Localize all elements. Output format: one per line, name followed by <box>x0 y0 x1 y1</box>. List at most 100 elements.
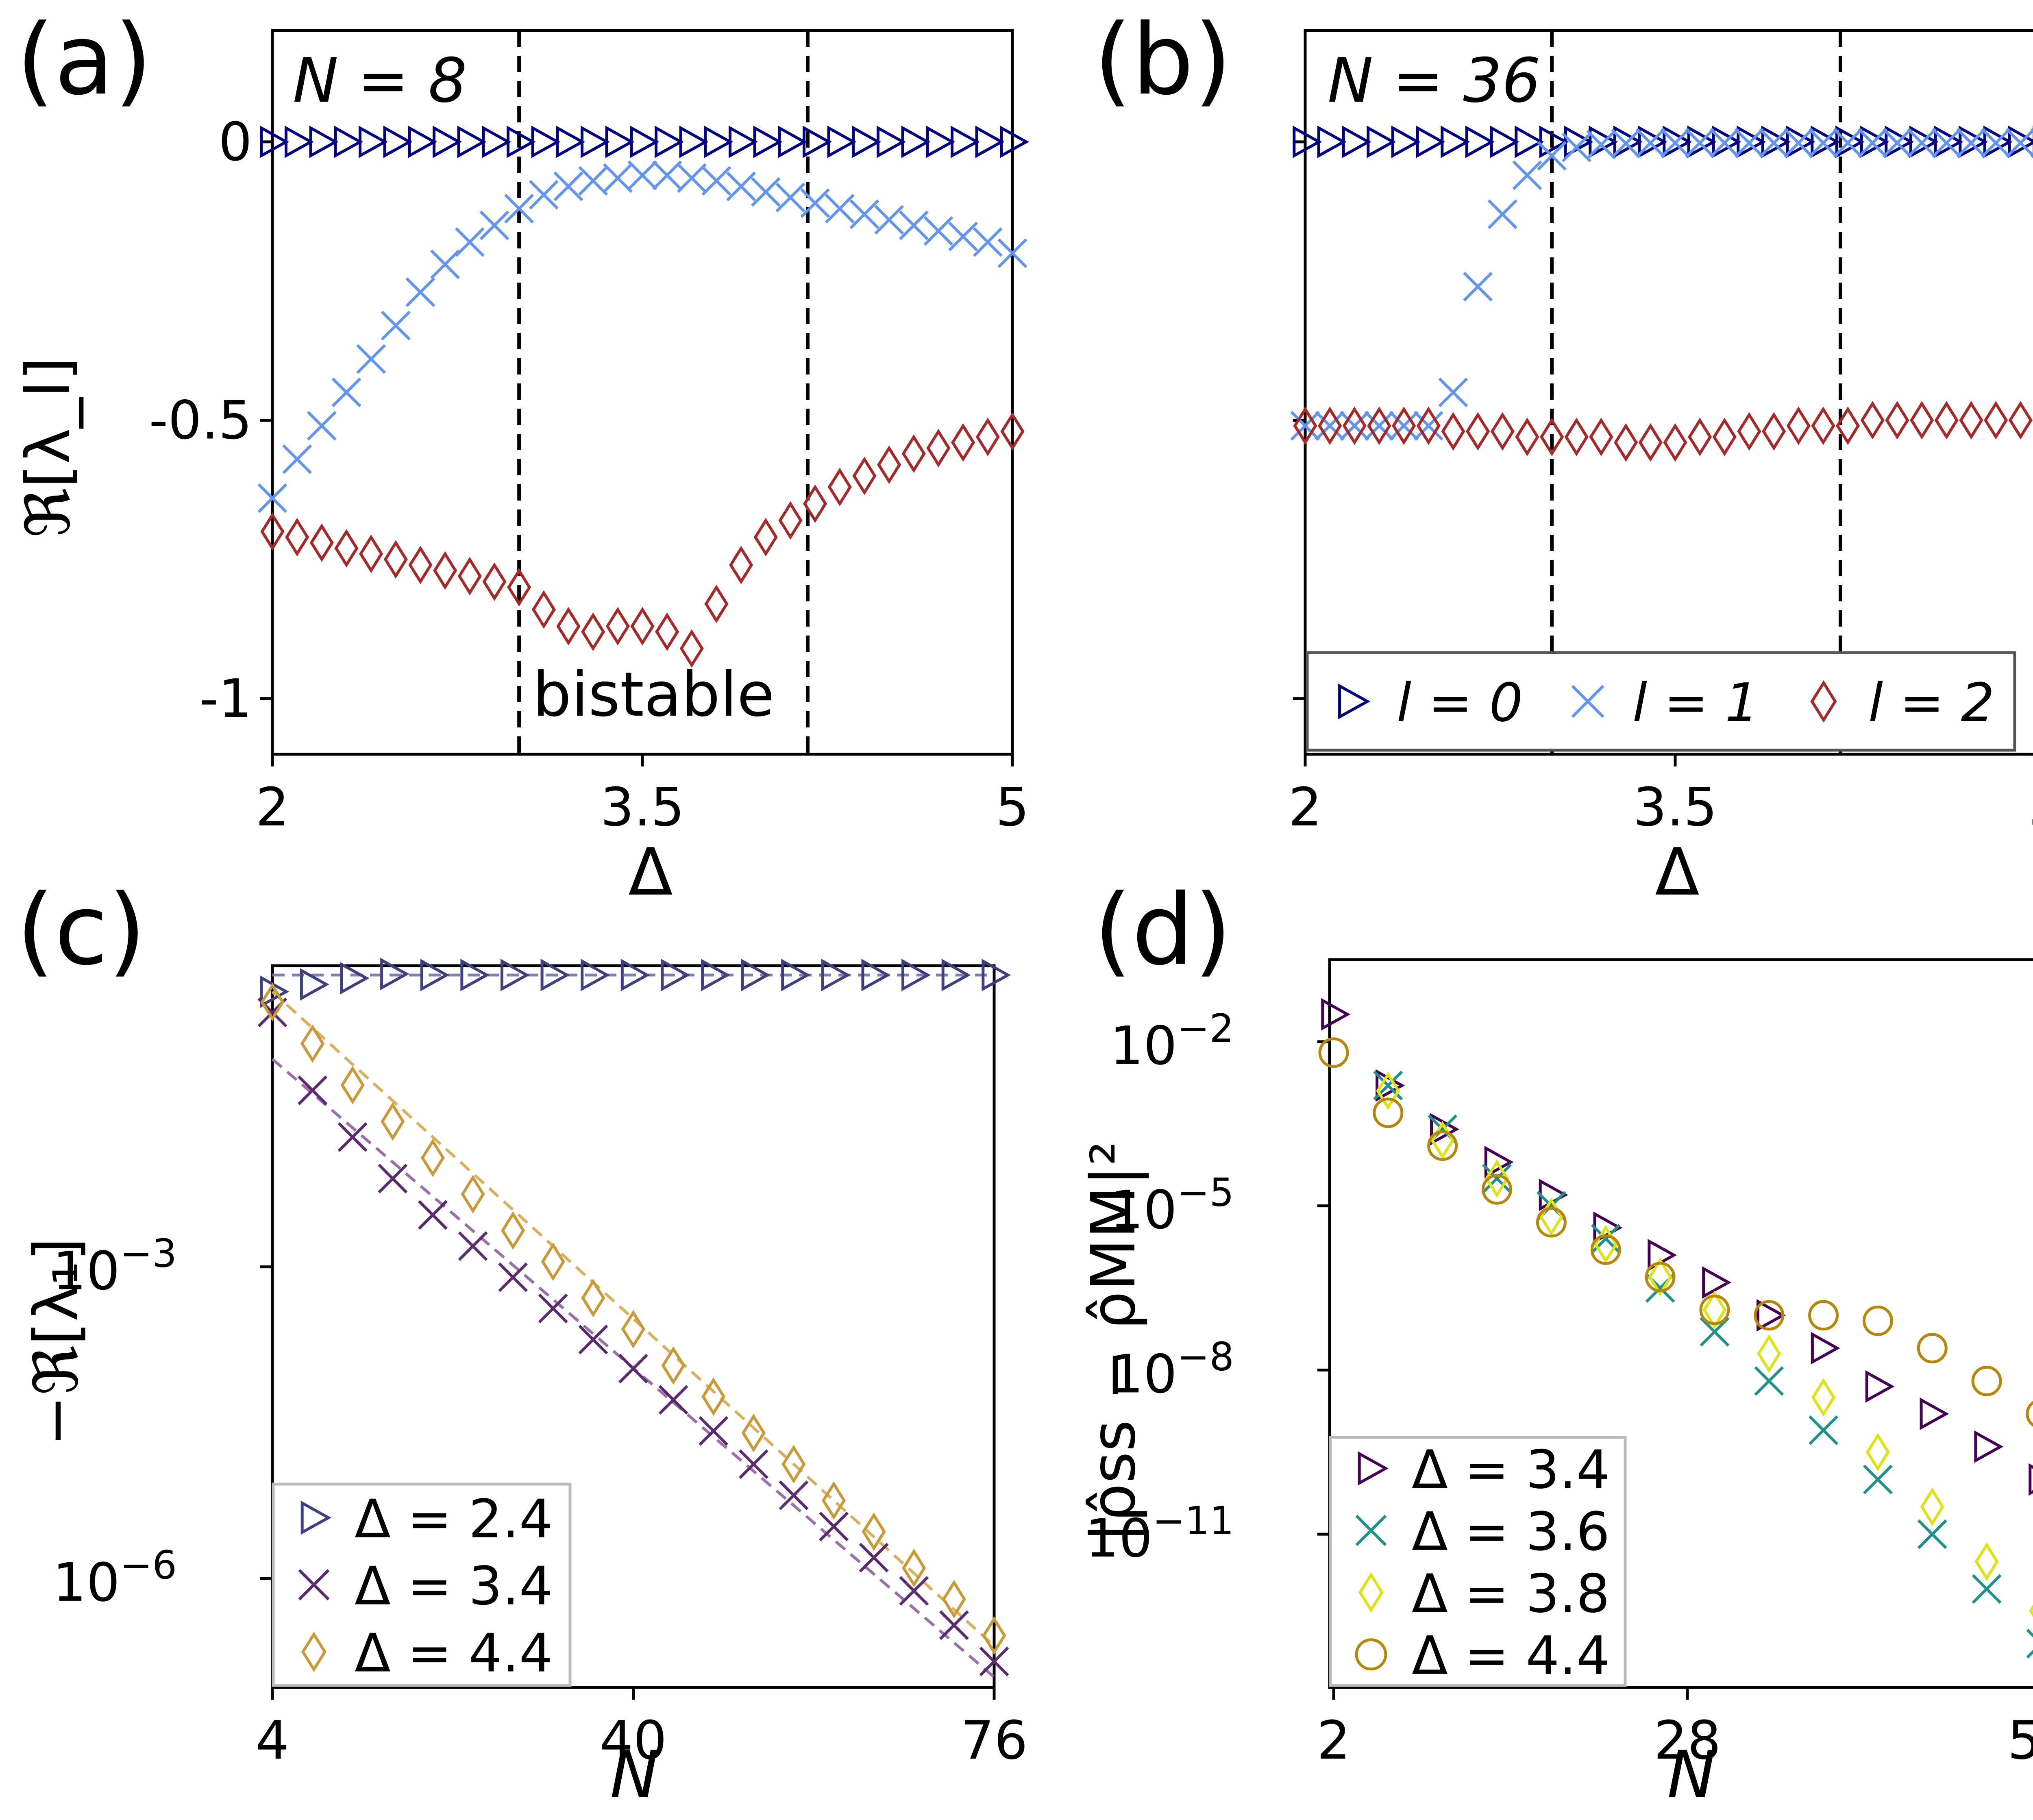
panel-a-data-point <box>753 125 783 158</box>
panel-b-data-point <box>1660 128 1690 158</box>
panel-b-data-point <box>1737 412 1761 451</box>
panel-a-data-point <box>479 210 509 240</box>
panel-a-data-point <box>260 512 285 551</box>
panel-c-y-tick-label: 10−3 <box>53 1232 177 1302</box>
panel-a-data-point <box>701 166 731 196</box>
panel-a-data-point <box>726 171 756 201</box>
panel-b-legend <box>1306 651 2016 752</box>
panel-c-data-point <box>540 959 570 991</box>
panel-a-data-point <box>334 125 364 158</box>
panel-a-data-point <box>358 125 388 158</box>
panel-b-data-point <box>1984 401 2008 440</box>
panel-b-data-point <box>1416 125 1445 158</box>
panel-a-data-point <box>926 125 956 158</box>
panel-a-y-tick-label: -0.5 <box>149 389 252 451</box>
panel-a-data-point <box>433 551 457 590</box>
panel-b-data-point <box>1737 125 1766 158</box>
panel-d-legend-label: Δ = 3.6 <box>1412 1501 1610 1563</box>
panel-b-legend-label: l = 1 <box>1632 672 1759 734</box>
panel-a-data-point <box>578 166 608 196</box>
panel-b-data-point <box>1663 423 1687 462</box>
panel-c-data-point <box>418 1200 448 1230</box>
panel-d-x-tick-label: 28 <box>1654 1709 1721 1771</box>
panel-d-data-point <box>1920 1398 1949 1430</box>
panel-d-data-point <box>1590 1234 1621 1265</box>
panel-c-data-point <box>941 959 971 991</box>
panel-a-data-point <box>729 546 753 584</box>
panel-a-data-point <box>408 546 433 584</box>
panel-d-legend-label: Δ = 3.8 <box>1412 1563 1610 1624</box>
panel-a-y-label: ℜ[λ_l] <box>13 357 84 538</box>
panel-b-data-point <box>1611 128 1641 159</box>
panel-c-data-point <box>821 1481 846 1520</box>
panel-a-data-point <box>531 590 556 629</box>
panel-b-data-point <box>1413 411 1443 441</box>
panel-b-x-tick-label: 5 <box>2029 776 2033 838</box>
panel-d-y-tick-label-exponent: −8 <box>1177 1335 1234 1379</box>
panel-c-data-point <box>340 962 370 995</box>
panel-b-data-point <box>1515 418 1539 456</box>
panel-d-y-tick-label: 10−8 <box>1110 1335 1234 1405</box>
panel-a-data-point <box>482 125 512 158</box>
panel-c-y-label: −ℜ[λ₁] <box>21 1237 92 1446</box>
panel-b-data-point <box>1342 125 1371 158</box>
panel-c-legend-marker <box>298 1569 330 1600</box>
panel-d-series-Δ=3.6 <box>1373 1071 2033 1659</box>
panel-c-legend-label: Δ = 3.4 <box>355 1555 553 1617</box>
panel-a-data-point <box>901 434 926 473</box>
panel-b-data-point <box>1389 411 1419 441</box>
panel-a-data-point <box>655 612 679 651</box>
panel-a-data-point <box>852 125 882 158</box>
panel-b-data-point <box>1293 125 1322 158</box>
panel-d-data-point <box>1321 998 1351 1031</box>
panel-a-data-point <box>849 199 879 229</box>
panel-c-data-point <box>618 1354 648 1384</box>
panel-c-data-point <box>942 1580 966 1619</box>
panel-a-data-point <box>778 125 808 158</box>
panel-d-y-tick-label-exponent: −11 <box>1153 1499 1234 1544</box>
panel-a-data-point <box>455 227 485 257</box>
panel-a-plot: 2 3.5 5 0 -0.5 -1 <box>149 29 1030 838</box>
panel-b-legend-marker <box>1338 684 1371 719</box>
panel-c-data-point <box>460 959 490 991</box>
panel-b-data-point <box>1981 128 2011 158</box>
panel-b-data-point <box>1540 418 1564 456</box>
panel-d-legend-marker <box>1355 1638 1387 1671</box>
panel-d-x-label: N <box>1667 1737 1716 1813</box>
panel-c-fit-line <box>271 991 995 1647</box>
panel-b-plot: 2 3.5 5 l = 0 l = 1 l = 2 <box>1289 29 2033 838</box>
panel-c-data-point <box>260 982 285 1021</box>
panel-b-data-point <box>1318 406 1342 445</box>
panel-d-data-point <box>1484 1159 1509 1198</box>
panel-b-data-point <box>1959 401 1983 440</box>
panel-c-legend-label: Δ = 4.4 <box>355 1622 553 1684</box>
panel-a-data-point <box>679 125 709 158</box>
panel-a-data-point <box>975 125 1005 158</box>
panel-a-y-tick-label: 0 <box>218 111 252 173</box>
panel-c-data-point <box>699 1416 729 1446</box>
panel-b-data-point <box>1487 199 1517 229</box>
panel-c-x-tick-label: 4 <box>256 1709 289 1771</box>
panel-a-data-point <box>331 377 361 407</box>
panel-c-data-point <box>701 959 730 991</box>
panel-c-data-point <box>741 1413 766 1452</box>
panel-c-data-point <box>819 1511 849 1541</box>
panel-c-data-point <box>861 959 891 991</box>
panel-b-series-l=2 <box>1293 401 2033 462</box>
panel-d-data-point <box>1811 1332 1840 1365</box>
panel-a-data-point <box>800 188 830 218</box>
panel-d-data-point <box>1757 1334 1781 1373</box>
panel-b-data-point <box>1934 125 1963 158</box>
panel-a-data-point <box>825 194 855 224</box>
panel-a-series-l=0 <box>260 125 1030 158</box>
panel-d-legend-marker <box>1358 1572 1384 1613</box>
panel-c-data-point <box>461 1175 485 1214</box>
panel-d-plot: 2285410−210−510−810−11Δ = 3.4Δ = 3.6Δ = … <box>1085 958 2033 1771</box>
panel-d-data-point <box>2026 1628 2033 1659</box>
panel-b-data-point <box>1811 406 1835 445</box>
panel-d-data-point <box>2029 1463 2033 1496</box>
panel-d-legend-label: Δ = 3.4 <box>1412 1439 1610 1500</box>
panel-c-data-point <box>620 959 650 991</box>
panel-c-series-Δ=2.4 <box>260 958 1011 1008</box>
